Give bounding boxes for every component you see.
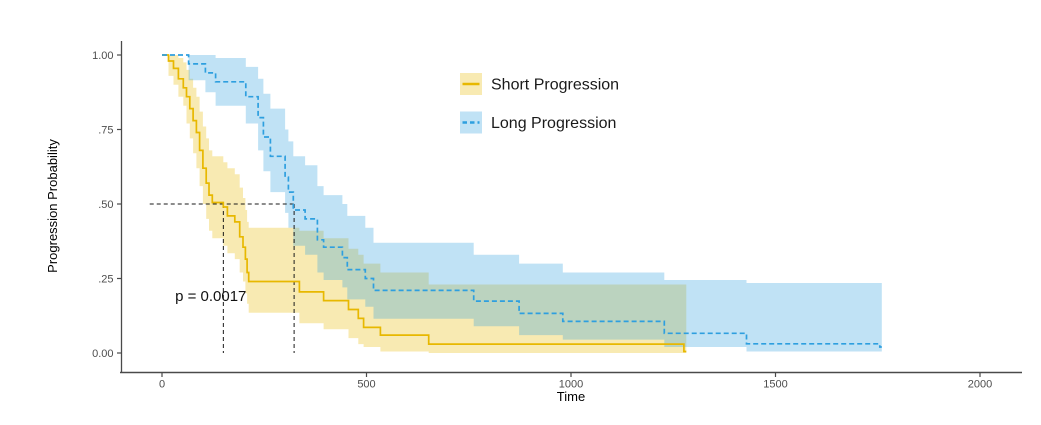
- legend-item-short: Short Progression: [460, 73, 619, 95]
- y-tick-label: .50: [98, 199, 113, 211]
- legend: Short Progression Long Progression: [460, 73, 619, 134]
- x-tick-label: 1000: [559, 379, 583, 391]
- x-axis-title: Time: [557, 389, 585, 404]
- y-axis-title: Progression Probability: [45, 139, 60, 273]
- short-progression-confidence-band: [162, 55, 687, 353]
- x-tick-label: 1500: [763, 379, 787, 391]
- y-tick-label: 0.00: [92, 348, 113, 360]
- long-progression-confidence-band: [162, 55, 882, 352]
- x-tick-label: 0: [159, 379, 165, 391]
- legend-item-label: Long Progression: [491, 115, 616, 132]
- x-tick-label: 500: [357, 379, 375, 391]
- y-tick-label: .25: [98, 273, 113, 285]
- legend-item-label: Short Progression: [491, 77, 619, 94]
- y-tick-label: .75: [98, 124, 113, 136]
- p-value-label: p = 0.0017: [175, 288, 246, 305]
- long-progression-curve: [162, 54, 882, 348]
- short-progression-curve: [162, 54, 687, 353]
- x-tick-label: 2000: [968, 379, 992, 391]
- legend-item-long: Long Progression: [460, 111, 616, 134]
- y-tick-label: 1.00: [92, 50, 113, 62]
